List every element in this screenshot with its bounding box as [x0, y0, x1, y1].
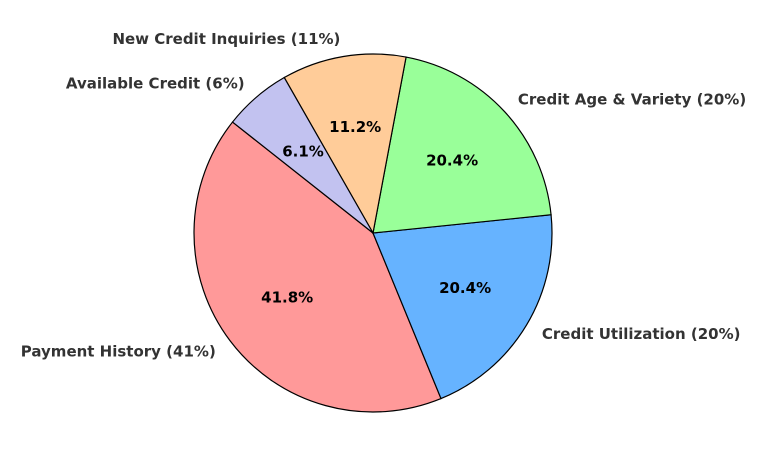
category-label-payment-history: Payment History (41%)	[21, 343, 216, 361]
pie-slices	[193, 53, 553, 413]
percentage-label-payment-history: 41.8%	[261, 289, 313, 307]
percentage-label-available-credit: 6.1%	[282, 143, 324, 161]
percentage-label-new-credit-inquiries: 11.2%	[329, 118, 381, 136]
pie-slice-available-credit	[231, 76, 374, 234]
category-labels: Payment History (41%) Credit Utilization …	[21, 30, 746, 361]
percentage-label-credit-utilization: 20.4%	[439, 279, 491, 297]
category-label-credit-age-variety: Credit Age & Variety (20%)	[518, 91, 746, 109]
pie-slice-credit-utilization	[372, 214, 553, 400]
percentage-labels: 41.8% 20.4% 20.4% 11.2% 6.1%	[261, 118, 491, 307]
pie-slice-payment-history	[193, 121, 442, 413]
category-label-available-credit: Available Credit (6%)	[66, 75, 245, 93]
pie-slice-credit-age-variety	[372, 56, 552, 234]
category-label-credit-utilization: Credit Utilization (20%)	[542, 325, 741, 343]
pie-slice-new-credit-inquiries	[283, 53, 407, 235]
percentage-label-credit-age-variety: 20.4%	[426, 151, 478, 169]
category-label-new-credit-inquiries: New Credit Inquiries (11%)	[112, 30, 340, 48]
